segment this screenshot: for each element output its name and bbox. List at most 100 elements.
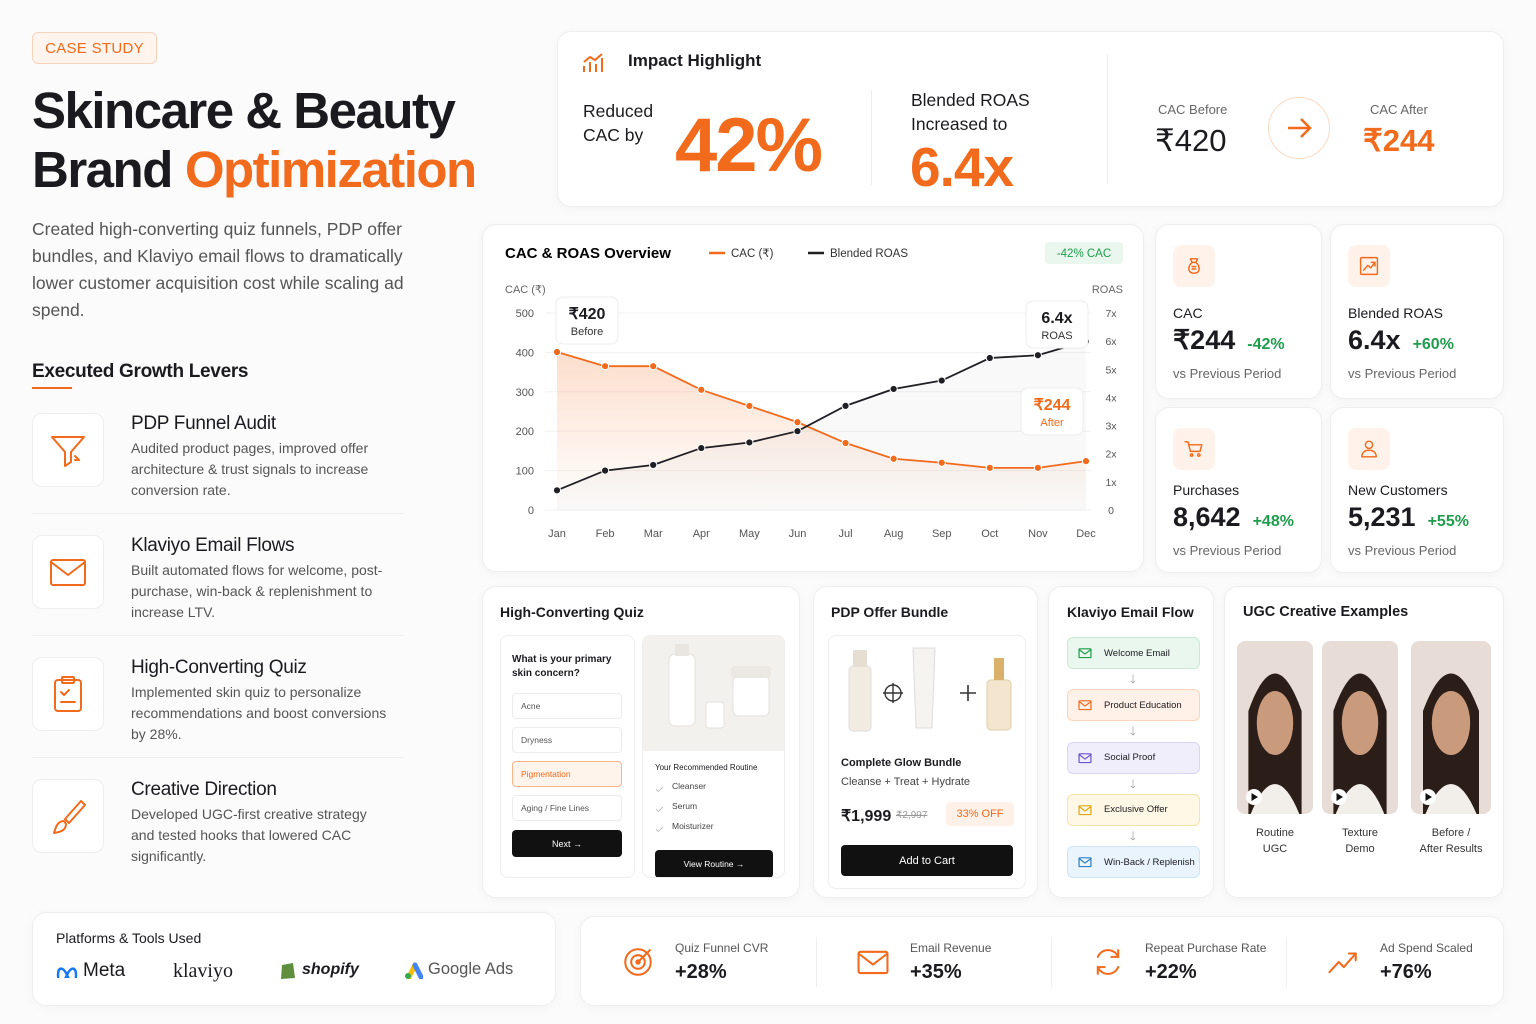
routine-item: Serum: [672, 801, 698, 811]
icon: [1130, 831, 1136, 841]
lever-icon: [32, 779, 104, 853]
flow-arrow: [1128, 723, 1138, 744]
icon: [50, 559, 86, 586]
meta-logo: [56, 967, 78, 978]
impact-icon: [583, 53, 603, 72]
icon: [655, 806, 664, 812]
lever-icon: [32, 413, 104, 487]
bundle-discount: 33% OFF: [946, 802, 1014, 826]
point: [793, 427, 802, 436]
kpi-card: CAC ₹244 -42% vs Previous Period: [1155, 224, 1322, 399]
email-step: Exclusive Offer: [1067, 793, 1200, 826]
point: [793, 418, 802, 427]
y2-tick-label: 4x: [1105, 392, 1117, 404]
product-photo: [643, 636, 784, 751]
quiz-option[interactable]: Aging / Fine Lines: [512, 795, 622, 821]
badge-bg: [1045, 242, 1123, 264]
annotation-value: 6.4x: [1041, 310, 1072, 327]
point: [745, 438, 754, 447]
results-card: Quiz Funnel CVR +28% Email Revenue +35% Repe…: [580, 916, 1504, 1006]
point: [649, 460, 658, 470]
next-button[interactable]: Next →: [512, 830, 622, 857]
kpi-icon: [1348, 428, 1390, 470]
line: [556, 351, 1087, 469]
kpi-row: 6.4x +60%: [1348, 325, 1454, 356]
quiz-option[interactable]: Dryness: [512, 727, 622, 753]
annotation-box: [1020, 387, 1084, 436]
x-tick-label: Jun: [789, 528, 807, 540]
ugc-video[interactable]: [1237, 641, 1313, 814]
email-card: Klaviyo Email Flow Welcome Email Product …: [1048, 586, 1214, 898]
ugc-video[interactable]: [1411, 641, 1491, 814]
kpi-change: +55%: [1427, 513, 1469, 530]
impact-title: Impact Highlight: [628, 51, 762, 70]
point: [697, 443, 706, 453]
card-title: High-Converting Quiz: [500, 604, 644, 620]
impact-value: 42%: [675, 103, 823, 188]
icon: [1359, 256, 1379, 276]
ugc-card: UGC Creative Examples Routine UGC Texture…: [1224, 586, 1504, 898]
icon: [1078, 648, 1092, 659]
point: [1033, 463, 1043, 472]
title-highlight: Optimization: [184, 141, 477, 198]
routine-item: Cleanser: [672, 781, 707, 791]
kpi-label: Blended ROAS: [1348, 305, 1443, 321]
kpi-icon: [1173, 428, 1215, 470]
y-tick-label: 0: [528, 505, 534, 517]
ugc-photo: [1237, 641, 1313, 814]
chart-card: CAC & ROAS Overview CAC (₹) Blended ROAS -4…: [482, 224, 1144, 572]
result-value: +22%: [1145, 961, 1197, 983]
chart: CAC & ROAS Overview CAC (₹) Blended ROAS -4…: [505, 242, 1123, 540]
arrow-circle: [1268, 97, 1330, 159]
kpi-value: 8,642: [1173, 502, 1241, 532]
tool-name: klaviyo: [173, 960, 233, 982]
chart-title: CAC & ROAS Overview: [505, 245, 671, 262]
y-tick-label: 300: [516, 387, 534, 399]
quiz-option[interactable]: Acne: [512, 693, 622, 719]
lever-title: PDP Funnel Audit: [131, 413, 276, 434]
y-tick-label: 200: [516, 426, 534, 438]
icon: [1078, 752, 1092, 763]
add-to-cart[interactable]: Add to Cart: [841, 845, 1013, 876]
quiz-option[interactable]: Pigmentation: [512, 761, 622, 787]
kpi-row: 5,231 +55%: [1348, 502, 1469, 533]
x-tick-label: Jul: [839, 528, 853, 540]
annotation-value: ₹244: [1034, 397, 1071, 414]
tool: Google Ads: [403, 960, 513, 979]
x-tick-label: Oct: [981, 528, 998, 540]
annotation-label: ROAS: [1041, 330, 1072, 342]
result-label: Repeat Purchase Rate: [1145, 941, 1267, 955]
check: [655, 781, 664, 799]
divider: [816, 937, 817, 987]
impact-card: Impact Highlight Reduced CAC by 42% Blen…: [557, 31, 1504, 207]
email-step: Welcome Email: [1067, 637, 1200, 669]
y-tick-label: 100: [516, 466, 534, 478]
ugc-photo: [1411, 641, 1491, 814]
icon: [1130, 674, 1136, 684]
ugc-label: Texture Demo: [1341, 827, 1379, 855]
step-icon: [1077, 855, 1093, 874]
lever-text: Implemented skin quiz to personalize rec…: [131, 684, 387, 742]
point: [1081, 457, 1091, 466]
routine-button[interactable]: View Routine →: [655, 850, 773, 877]
point: [600, 362, 610, 371]
y2-tick-label: 2x: [1105, 449, 1117, 461]
icon: [624, 948, 652, 976]
result-icon: [1091, 945, 1125, 984]
case-study-tag: CASE STUDY: [32, 32, 157, 64]
point: [1033, 351, 1043, 360]
annotation-box: [555, 296, 619, 345]
tool-name: Google Ads: [428, 960, 514, 978]
icon: [51, 436, 85, 467]
ugc-video[interactable]: [1322, 641, 1398, 814]
after-label: CAC After: [1370, 102, 1428, 117]
icon: [1130, 778, 1136, 788]
result-label: Email Revenue: [910, 941, 992, 955]
levers-title: Executed Growth Levers: [32, 361, 249, 382]
y2-axis-label: ROAS: [1092, 284, 1123, 296]
step-icon: [1077, 751, 1093, 770]
kpi-value: 5,231: [1348, 502, 1416, 532]
step-icon: [1077, 803, 1093, 822]
ugc-label: Before / After Results: [1419, 827, 1483, 855]
icon: [1078, 857, 1092, 868]
